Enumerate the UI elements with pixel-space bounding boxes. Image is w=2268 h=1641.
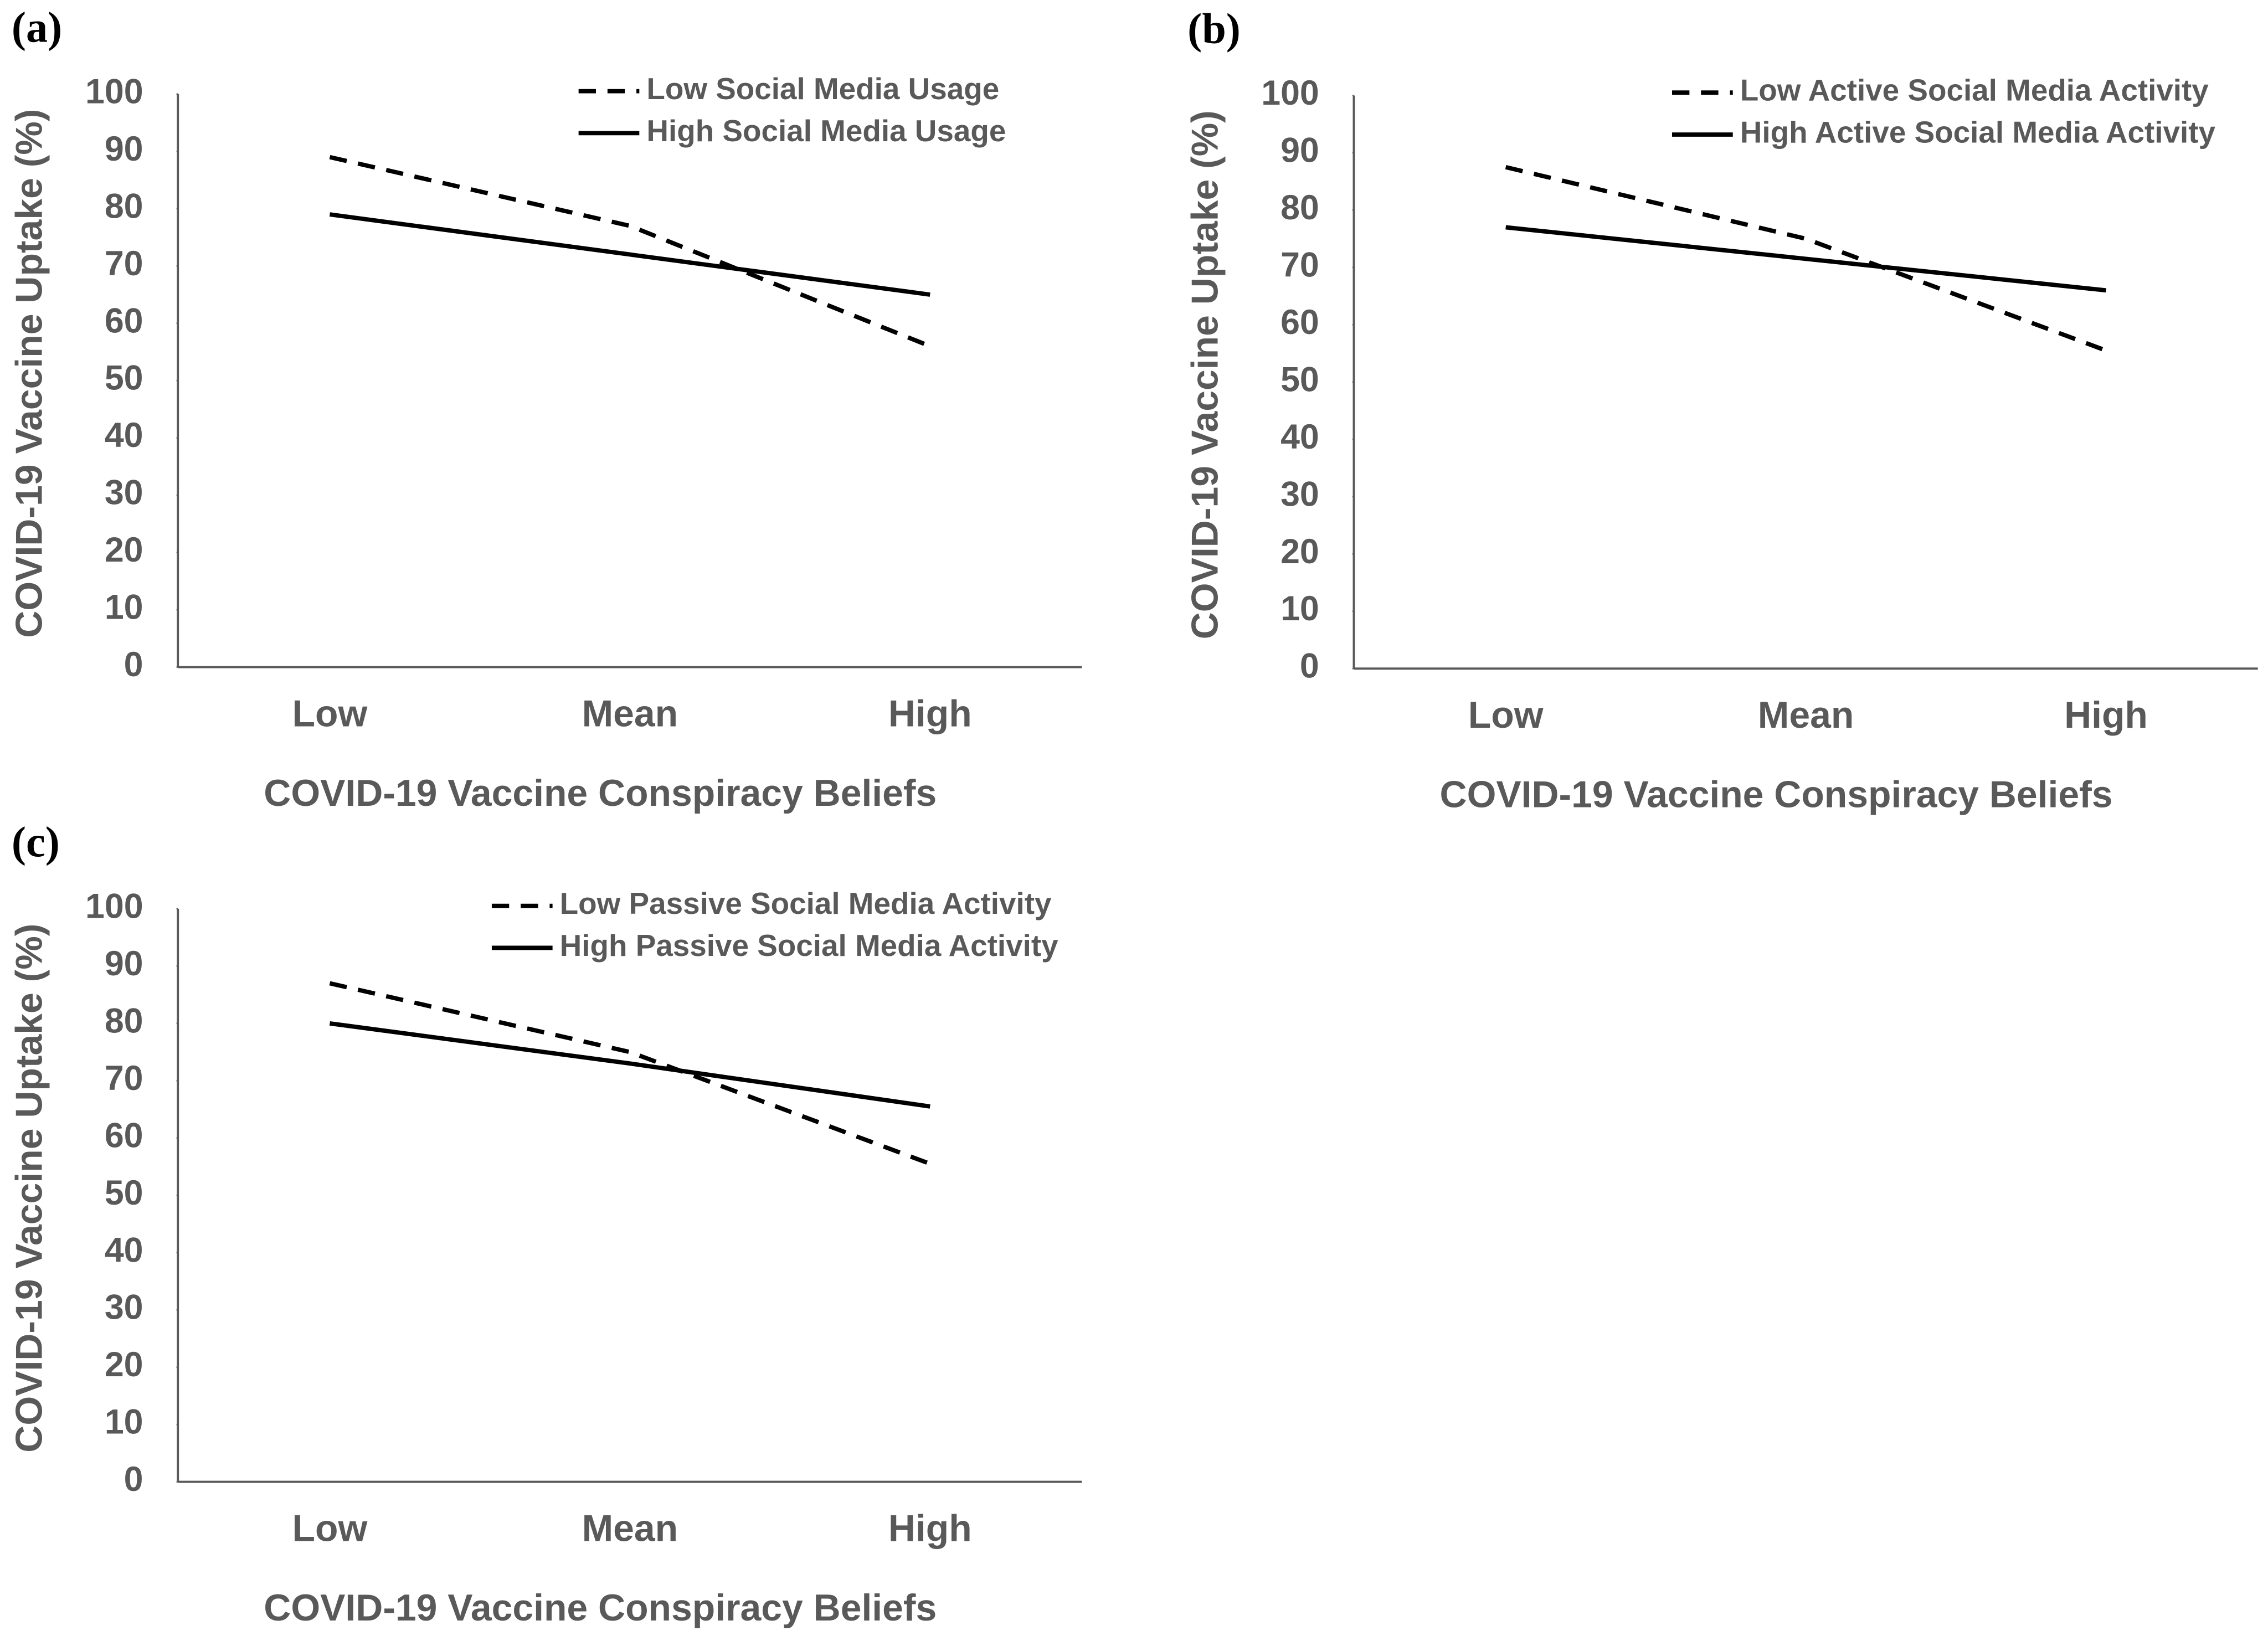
y-tick-label: 20	[105, 1345, 143, 1384]
chart-panel: (c) 0 10 20 30 40 50 60 70 80 90 100 Low Mean High COVI…	[8, 818, 1082, 1629]
legend-label: High Social Media Usage	[646, 114, 1006, 148]
y-tick-label: 30	[105, 1288, 143, 1327]
x-axis-label: COVID-19 Vaccine Conspiracy Beliefs	[264, 1587, 937, 1629]
y-tick-label: 10	[105, 1403, 143, 1442]
y-axis-label: COVID-19 Vaccine Uptake (%)	[1185, 110, 1226, 639]
y-tick-label: 60	[1280, 303, 1319, 342]
legend-label: Low Active Social Media Activity	[1740, 73, 2209, 107]
x-tick-label: Low	[1468, 695, 1544, 736]
series-line	[329, 212, 930, 297]
series-line	[1505, 225, 2106, 293]
series-line	[329, 1021, 930, 1109]
x-tick-label: Mean	[582, 1508, 678, 1549]
y-tick-label: 50	[1280, 360, 1319, 399]
y-tick-label: 100	[85, 887, 143, 925]
series-line	[1505, 164, 2107, 353]
y-tick-label: 0	[1300, 647, 1319, 686]
x-tick-label: High	[888, 693, 972, 734]
y-tick-label: 10	[105, 588, 143, 627]
y-tick-label: 0	[124, 1460, 143, 1499]
panel-label: (b)	[1187, 4, 1241, 53]
y-tick-label: 40	[105, 416, 143, 455]
y-tick-label: 90	[105, 130, 143, 168]
y-tick-label: 70	[1280, 245, 1319, 284]
y-tick-label: 40	[1280, 418, 1319, 456]
x-tick-label: High	[2064, 695, 2148, 736]
legend-label: Low Passive Social Media Activity	[560, 886, 1052, 920]
y-tick-label: 40	[105, 1231, 143, 1269]
y-tick-label: 80	[105, 187, 143, 225]
legend-label: Low Social Media Usage	[646, 71, 999, 106]
y-tick-label: 70	[105, 244, 143, 283]
x-axis-label: COVID-19 Vaccine Conspiracy Beliefs	[264, 773, 937, 814]
y-tick-label: 10	[1280, 589, 1319, 628]
y-tick-label: 30	[105, 474, 143, 512]
x-tick-label: Mean	[1758, 695, 1854, 736]
y-tick-label: 80	[105, 1001, 143, 1040]
y-tick-label: 100	[1261, 74, 1319, 112]
y-tick-label: 50	[105, 359, 143, 398]
x-tick-label: High	[888, 1508, 972, 1549]
y-tick-label: 50	[105, 1174, 143, 1212]
y-tick-label: 60	[105, 1116, 143, 1155]
y-tick-label: 20	[1280, 532, 1319, 571]
y-tick-label: 90	[1280, 131, 1319, 169]
chart-panel: (a) 0 10 20 30 40 50 60 70 80 90 100 Low Mean High COVI…	[8, 3, 1082, 814]
series-line	[329, 981, 931, 1166]
panel-label: (c)	[12, 818, 60, 866]
y-tick-label: 30	[1280, 475, 1319, 513]
x-tick-label: Low	[292, 1508, 368, 1549]
y-tick-label: 80	[1280, 188, 1319, 227]
x-tick-label: Mean	[582, 693, 678, 734]
legend-label: High Active Social Media Activity	[1740, 115, 2216, 149]
legend-label: High Passive Social Media Activity	[560, 928, 1058, 963]
y-tick-label: 90	[105, 944, 143, 983]
y-tick-label: 0	[124, 645, 143, 684]
x-axis-label: COVID-19 Vaccine Conspiracy Beliefs	[1440, 774, 2113, 816]
y-axis-label: COVID-19 Vaccine Uptake (%)	[8, 109, 50, 638]
x-tick-label: Low	[292, 693, 368, 734]
y-axis-label: COVID-19 Vaccine Uptake (%)	[8, 924, 50, 1453]
y-tick-label: 100	[85, 72, 143, 111]
series-line	[329, 155, 931, 348]
panel-label: (a)	[12, 3, 62, 51]
chart-panel: (b) 0 10 20 30 40 50 60 70 80 90 100 Low Mean High COVI…	[1185, 4, 2258, 816]
y-tick-label: 70	[105, 1059, 143, 1098]
y-tick-label: 60	[105, 301, 143, 340]
y-tick-label: 20	[105, 531, 143, 569]
